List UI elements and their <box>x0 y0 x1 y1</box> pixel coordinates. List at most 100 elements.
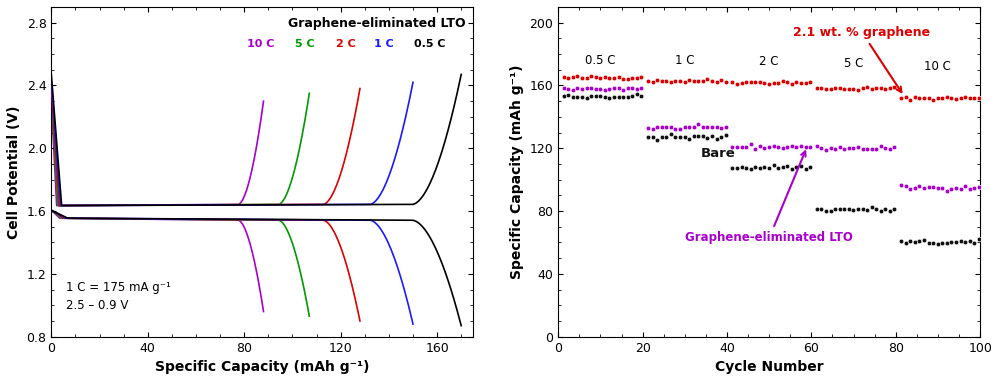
Point <box>962 186 978 192</box>
Point <box>841 145 857 151</box>
Point <box>583 73 599 79</box>
Point <box>555 74 571 80</box>
Point <box>587 86 603 92</box>
Point <box>953 239 969 245</box>
Point <box>555 93 571 99</box>
Point <box>832 206 848 212</box>
Point <box>699 135 715 141</box>
Text: 2 C: 2 C <box>336 39 356 49</box>
Point <box>610 85 626 91</box>
Point <box>962 95 978 101</box>
Point <box>663 131 679 137</box>
Point <box>921 184 937 190</box>
Point <box>809 206 825 212</box>
Point <box>615 94 631 101</box>
Point <box>859 85 875 91</box>
Point <box>628 91 644 97</box>
Point <box>564 94 580 100</box>
Text: 5 C: 5 C <box>295 39 315 49</box>
Point <box>717 124 733 130</box>
Point <box>893 182 909 189</box>
Point <box>797 144 813 150</box>
Point <box>695 124 711 130</box>
Point <box>907 239 923 245</box>
Point <box>813 85 829 91</box>
Point <box>802 79 818 85</box>
Point <box>685 78 701 84</box>
Point <box>845 207 861 213</box>
Point <box>578 85 594 91</box>
Point <box>784 143 800 149</box>
Point <box>850 86 866 93</box>
Point <box>943 239 959 245</box>
Point <box>761 144 777 150</box>
Point <box>738 79 754 85</box>
Point <box>943 95 959 101</box>
Point <box>676 134 692 140</box>
Point <box>592 75 608 81</box>
Point <box>943 186 959 192</box>
Point <box>841 86 857 92</box>
Point <box>583 93 599 99</box>
Point <box>770 165 786 171</box>
Point <box>916 237 932 243</box>
Point <box>809 143 825 149</box>
Point <box>649 136 665 142</box>
Point <box>818 86 834 92</box>
Point <box>742 78 758 85</box>
Point <box>596 94 612 100</box>
Point <box>761 80 777 86</box>
Point <box>619 94 635 100</box>
Point <box>957 239 973 245</box>
Point <box>640 78 656 85</box>
Point <box>793 162 809 168</box>
Point <box>845 86 861 93</box>
Point <box>939 188 955 194</box>
Point <box>868 206 884 212</box>
Point <box>793 143 809 149</box>
Point <box>898 240 914 247</box>
Point <box>966 185 982 191</box>
Point <box>569 85 585 91</box>
Point <box>948 96 964 102</box>
Point <box>619 85 635 91</box>
Point <box>877 86 893 92</box>
Point <box>907 94 923 100</box>
Point <box>836 146 852 152</box>
Point <box>971 94 987 101</box>
Point <box>911 239 927 245</box>
Point <box>864 146 880 152</box>
Point <box>765 162 781 168</box>
Point <box>756 145 772 151</box>
Point <box>756 163 772 170</box>
Point <box>578 75 594 81</box>
Point <box>672 126 688 132</box>
Point <box>854 146 870 152</box>
Point <box>658 124 674 130</box>
Point <box>663 79 679 85</box>
Point <box>742 141 758 147</box>
Point <box>774 145 790 151</box>
Point <box>733 164 749 170</box>
Point <box>606 85 622 91</box>
Point <box>681 77 697 83</box>
Point <box>619 76 635 82</box>
Point <box>882 85 898 91</box>
Point <box>640 134 656 140</box>
Point <box>939 240 955 246</box>
Text: 1 C: 1 C <box>675 54 694 67</box>
Point <box>930 186 946 192</box>
Point <box>779 163 795 169</box>
Point <box>864 204 880 210</box>
Point <box>596 87 612 93</box>
Point <box>827 206 843 212</box>
Point <box>733 80 749 86</box>
Point <box>813 144 829 150</box>
Point <box>873 85 889 91</box>
Point <box>592 86 608 93</box>
Point <box>765 80 781 86</box>
Point <box>555 85 571 91</box>
Point <box>818 147 834 153</box>
Point <box>633 93 649 99</box>
Point <box>667 78 683 84</box>
